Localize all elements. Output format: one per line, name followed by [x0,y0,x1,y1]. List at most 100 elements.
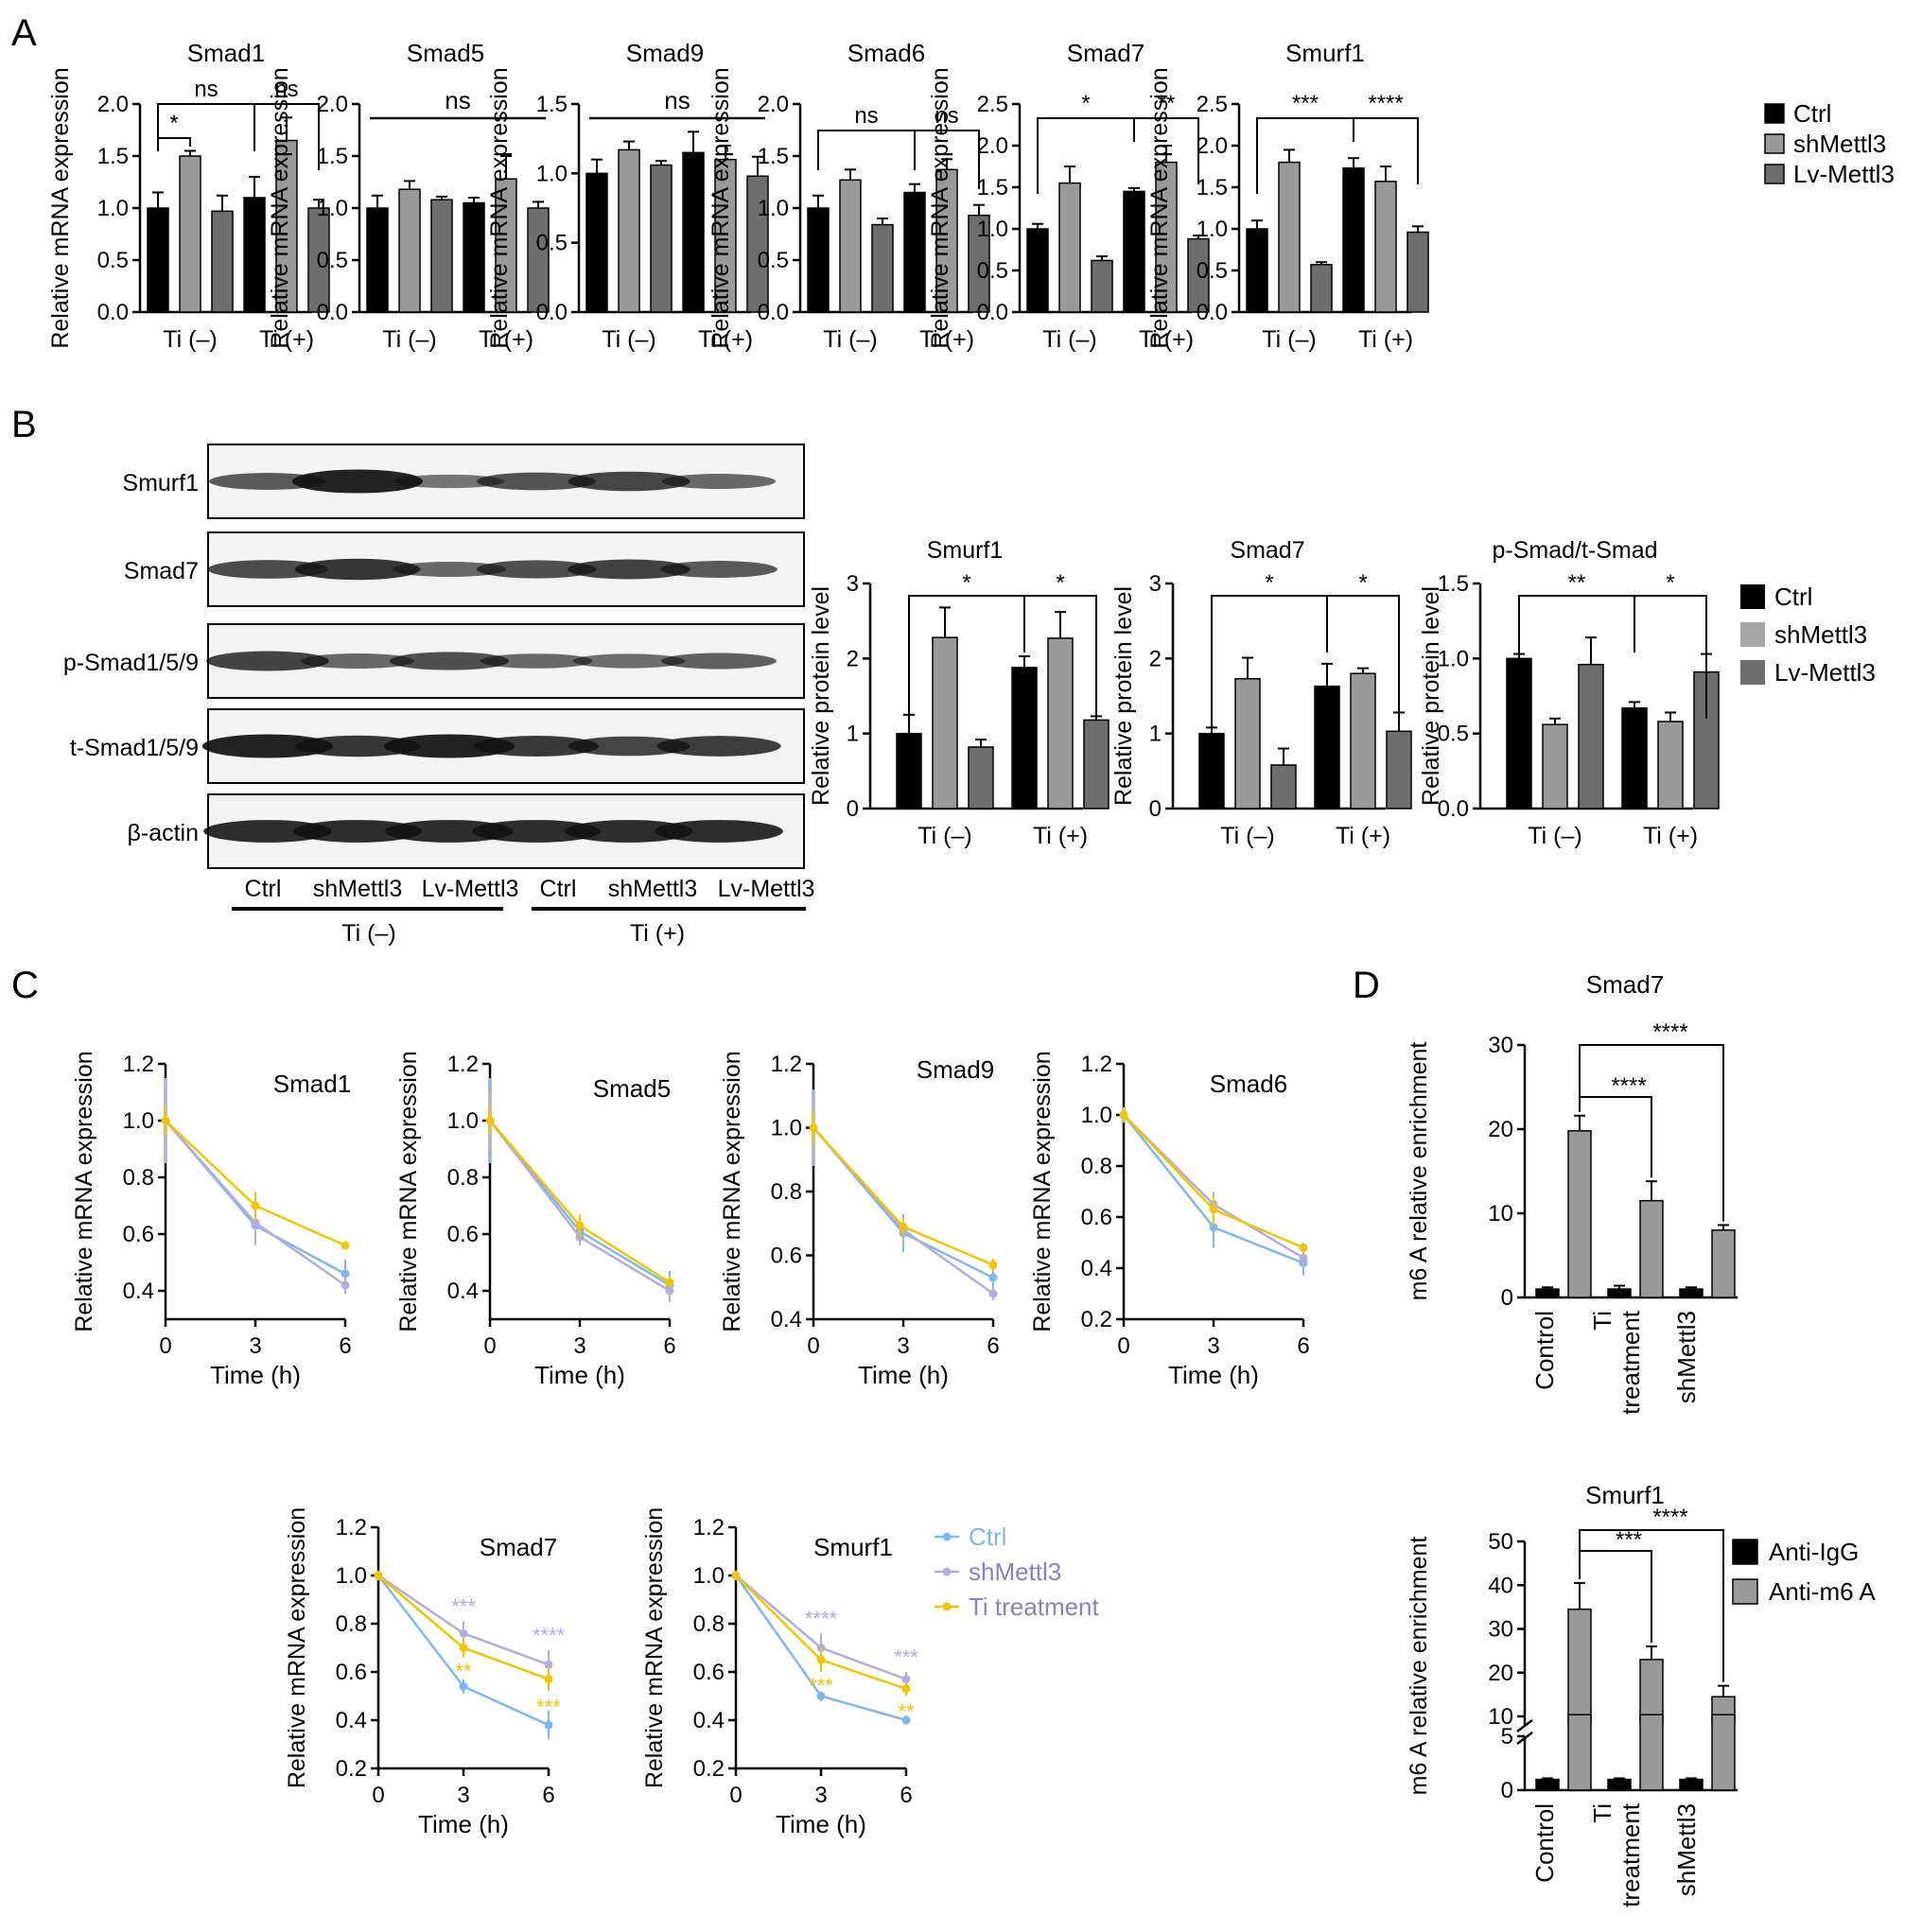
y-tick-label: 1.5 [317,144,348,169]
bar-lv-mettl3 [1310,264,1333,313]
significance-label: ** [455,1660,472,1683]
data-point-ctrl [1209,1223,1218,1232]
x-axis-label: Time (h) [418,1810,509,1838]
blot-group-label: Ti (–) [341,920,395,947]
significance-label: *** [1292,91,1319,116]
bar-ctrl [1026,228,1049,313]
bar-lv-mettl3 [1083,719,1110,809]
legend-swatch-lv-mettl3 [1764,164,1785,184]
y-tick-label: 1.0 [123,1108,154,1134]
bar-ctrl [1123,190,1145,313]
blot-band [568,471,690,492]
blot-band [393,474,505,489]
data-point-ctrl [544,1720,553,1730]
y-tick-label: 20 [1488,1661,1513,1686]
legend-label-shmettl3: shMettl3 [1774,620,1867,649]
y-tick-label: 1.0 [693,1563,725,1589]
legend-label-shmettl3: shMettl3 [1793,130,1886,158]
y-tick-label: 1.0 [447,1108,479,1134]
data-point-ctrl [459,1681,468,1691]
chart-d-smad7: Smad7 m6 A relative enrichment 0 10 20 30 Cont… [1406,970,1738,1415]
significance-label: *** [451,1594,476,1618]
bar-lv-mettl3 [871,223,894,313]
bar-anti-m6-a [1639,1714,1664,1791]
blot-band [476,560,597,579]
y-tick-label: 2.0 [1197,133,1228,159]
significance-label: ns [935,103,958,129]
blot-band [383,734,515,758]
x-tick-label: Ti (+) [698,326,753,353]
chart-title: Smurf1 [813,1533,893,1561]
x-tick-label: Ti (+) [1336,823,1390,849]
blot-group-label: Ti (+) [630,920,685,947]
blot-band [291,469,424,494]
y-tick-label: 0.6 [123,1222,154,1247]
bar-ctrl [366,207,389,313]
blot-band [201,734,334,758]
significance-bracket [1133,117,1199,184]
y-tick-label: 0.2 [1081,1307,1112,1332]
chart-title: Smad9 [626,39,704,67]
x-tick-label: 3 [249,1333,261,1359]
x-tick-label: Ti (–) [1528,823,1581,849]
chart-title: Smad5 [407,39,484,67]
chart-c-smad1: 0.4 0.6 0.8 1.0 1.2 0 3 6 Time (h) Relative mRNA … [71,1051,352,1389]
y-tick-label: 2.5 [1197,92,1228,117]
data-point-shmettl3 [988,1289,998,1298]
significance-label: * [1666,570,1674,596]
y-tick-label: 0 [847,796,859,822]
significance-label: ** [1568,570,1586,596]
x-tick-label: Ti (–) [163,326,217,353]
x-tick-label: Ti (+) [1033,823,1088,849]
legend-label-shmettl3: shMettl3 [969,1558,1061,1586]
chart-b-smad7: Smad7 Relative protein level 0 1 2 3 Ti (–) Ti … [1110,537,1412,849]
chart-title: Smurf1 [1585,1481,1665,1509]
significance-label: * [1358,570,1367,596]
legend-label-lv-mettl3: Lv-Mettl3 [1793,160,1895,188]
bar-shmettl3 [1278,161,1301,313]
data-point-shmettl3 [341,1280,350,1290]
blot-label-t-smad1-5-9: t-Smad1/5/9 [70,735,199,761]
bar-anti-m6-a [1567,1714,1592,1791]
y-tick-label: 0.0 [97,300,129,325]
x-axis-label: Time (h) [210,1361,301,1389]
y-tick-label: 2.0 [97,92,129,117]
legend-swatch-ctrl [1740,584,1765,609]
significance-bracket [914,130,980,189]
y-tick-label: 0.4 [447,1279,479,1304]
x-tick-label: Ti (–) [1042,326,1096,353]
y-tick-label: 1.2 [336,1515,367,1540]
x-tick-label: Ti (+) [919,326,974,353]
x-tick-label: Ti (+) [1358,326,1413,353]
y-tick-label: 30 [1488,1617,1513,1643]
bar-anti-igg [1607,1288,1632,1298]
significance-label: **** [805,1607,838,1630]
significance-bracket [1326,595,1400,719]
x-tick-label: Ti [1588,1311,1616,1331]
data-point-ctrl [341,1269,350,1279]
y-tick-label: 0.5 [97,248,129,273]
significance-label: *** [1616,1527,1642,1553]
axis-break-mark [1516,1732,1533,1745]
chart-title: Smad7 [1230,537,1304,564]
y-tick-label: 1.0 [536,161,568,186]
y-tick-label: 50 [1488,1529,1513,1555]
panel-label-d: D [1353,965,1380,1006]
bar-ctrl [903,191,926,313]
significance-bracket [1579,1096,1652,1178]
y-tick-label: 0.8 [447,1165,479,1191]
y-tick-label: 2 [1149,646,1162,671]
legend-swatch-lv-mettl3 [1740,660,1765,685]
significance-label: * [1265,570,1273,596]
bar-anti-igg [1607,1778,1632,1791]
bar-shmettl3 [1234,678,1261,809]
y-tick-label: 0.8 [693,1611,725,1637]
x-tick-label: Ti (–) [823,326,877,353]
y-tick-label: 2.0 [758,92,789,117]
x-tick-label: 6 [987,1333,999,1359]
